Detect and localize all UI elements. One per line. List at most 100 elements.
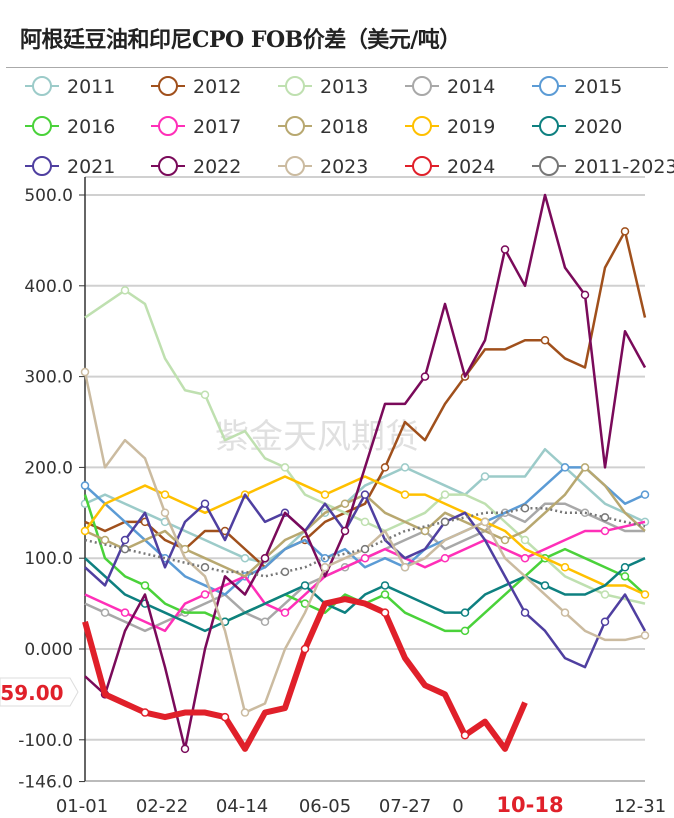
data-point: [240, 553, 250, 563]
data-point: [320, 490, 330, 499]
legend-item-2011[interactable]: 2011: [25, 76, 115, 98]
chart-title: 阿根廷豆油和印尼CPO FOB价差（美元/吨）: [20, 27, 461, 53]
data-point: [380, 590, 390, 599]
data-point: [440, 517, 450, 527]
series-line-2022: [84, 193, 647, 751]
legend-circle-icon: [539, 76, 559, 96]
legend-circle-icon: [285, 76, 305, 96]
legend-circle-icon: [539, 116, 559, 136]
data-point: [620, 563, 630, 572]
legend-circle-icon: [158, 116, 178, 136]
data-point: [160, 508, 170, 518]
legend-label: 2015: [574, 76, 622, 98]
legend-item-2012[interactable]: 2012: [151, 76, 241, 98]
legend-item-2019[interactable]: 2019: [405, 116, 495, 138]
data-point: [300, 581, 310, 590]
series-line-2011-2023均值: [84, 507, 646, 578]
x-tick-label: 01-01: [56, 796, 108, 817]
y-tick-label: 0.000: [24, 640, 73, 660]
legend-circle-icon: [412, 156, 432, 176]
series-2017: [84, 520, 646, 633]
data-point: [520, 504, 530, 513]
data-point: [320, 563, 330, 572]
current-value-box: [0, 677, 79, 707]
data-point: [100, 608, 110, 617]
legend-circle-icon: [32, 76, 52, 96]
data-point: [420, 372, 430, 381]
legend-item-2017[interactable]: 2017: [151, 116, 241, 138]
series-line-2015: [84, 466, 646, 596]
data-point: [600, 617, 610, 627]
y-tick-label: 200.0: [24, 458, 73, 478]
x-tick-label: 12-31: [614, 796, 666, 817]
data-point: [500, 245, 510, 254]
data-point: [640, 590, 650, 599]
data-point: [520, 553, 530, 563]
x-tick-label: 04-14: [216, 796, 268, 817]
data-point: [600, 590, 610, 599]
data-point: [80, 526, 90, 536]
legend-item-2014[interactable]: 2014: [405, 76, 495, 98]
data-point: [580, 463, 590, 472]
data-point: [280, 608, 290, 617]
data-point: [560, 608, 570, 617]
data-point: [460, 731, 470, 740]
legend-item-2023[interactable]: 2023: [278, 156, 368, 178]
data-point: [300, 644, 310, 654]
data-point: [80, 367, 90, 377]
data-point: [360, 490, 370, 499]
legend-circle-icon: [412, 116, 432, 136]
data-point: [440, 490, 450, 499]
legend-item-2021[interactable]: 2021: [25, 156, 115, 178]
legend-item-2018[interactable]: 2018: [278, 116, 368, 138]
legend-item-2011-2023均值[interactable]: 2011-2023均值: [532, 156, 674, 178]
data-point: [420, 526, 430, 536]
data-point: [480, 517, 490, 527]
data-point: [240, 708, 250, 717]
data-point: [460, 626, 470, 636]
legend-label: 2011-2023均值: [574, 156, 674, 178]
data-point: [180, 744, 190, 754]
x-tick-label: 07-27: [379, 796, 431, 817]
legend-item-2022[interactable]: 2022: [151, 156, 241, 178]
data-point: [360, 553, 370, 563]
y-tick-label: -146.0: [18, 773, 73, 793]
legend-label: 2016: [67, 116, 115, 138]
data-point: [340, 499, 350, 508]
legend-circle-icon: [32, 116, 52, 136]
legend-label: 2011: [67, 76, 115, 98]
x-tick-label: 06-05: [299, 796, 351, 817]
legend-item-2024[interactable]: 2024: [405, 156, 495, 178]
series-line-2011: [84, 447, 646, 564]
legend-label: 2013: [320, 76, 368, 98]
series-2021: [84, 490, 647, 669]
data-point: [120, 535, 130, 545]
data-point: [560, 563, 570, 572]
series-2013: [84, 286, 646, 605]
data-point: [380, 608, 390, 617]
legend-item-2015[interactable]: 2015: [532, 76, 622, 98]
legend-circle-icon: [285, 156, 305, 176]
data-point: [280, 567, 290, 577]
series-2012: [84, 227, 647, 569]
data-point: [320, 553, 330, 563]
legend-label: 2024: [447, 156, 495, 178]
legend-label: 2018: [320, 116, 368, 138]
data-point: [600, 526, 610, 536]
data-point: [160, 490, 170, 499]
data-point: [640, 631, 650, 640]
y-tick-label: 100.0: [24, 549, 73, 569]
series-2019: [80, 475, 650, 599]
legend-item-2016[interactable]: 2016: [25, 116, 115, 138]
legend-circle-icon: [539, 156, 559, 176]
legend-item-2020[interactable]: 2020: [532, 116, 622, 138]
current-value-text: -59.00: [0, 681, 64, 705]
data-point: [400, 490, 410, 499]
data-point: [260, 553, 270, 563]
legend-item-2013[interactable]: 2013: [278, 76, 368, 98]
watermark-text: 紫金天风期货: [215, 417, 419, 457]
series-line-2024: [82, 596, 528, 752]
data-point: [200, 563, 210, 572]
x-tick-label: 0: [452, 796, 463, 817]
